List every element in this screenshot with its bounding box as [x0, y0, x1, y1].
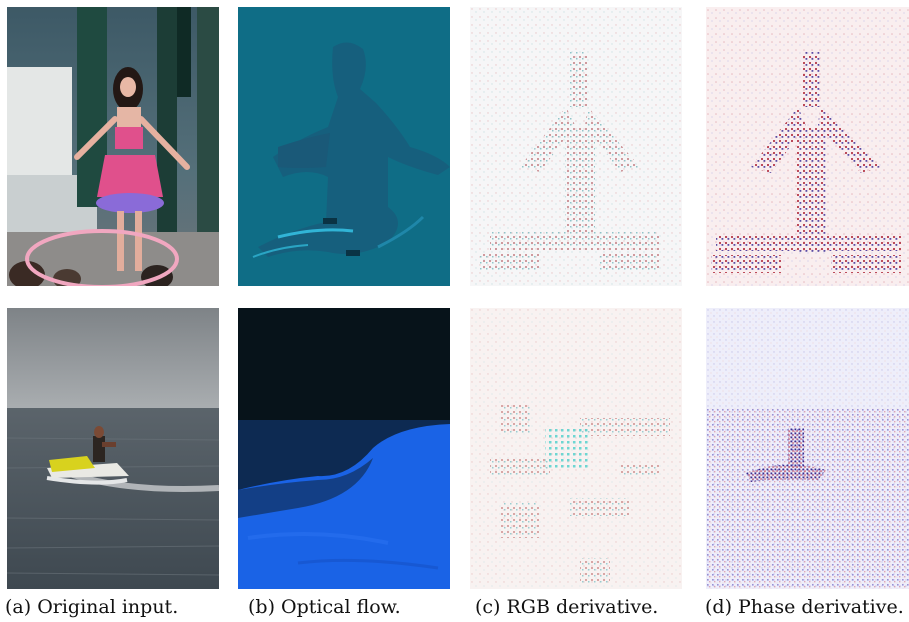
photo-hula-hoop — [7, 7, 219, 286]
optical-flow-jet-ski — [238, 308, 450, 589]
photo-jet-ski — [7, 308, 219, 589]
caption-optical-flow: (b) Optical flow. — [248, 596, 401, 618]
rgb-derivative-jet-ski — [470, 308, 682, 589]
caption-rgb-derivative: (c) RGB derivative. — [475, 596, 659, 618]
caption-phase-derivative: (d) Phase derivative. — [705, 596, 904, 618]
caption-original-input: (a) Original input. — [5, 596, 179, 618]
phase-derivative-hula-hoop — [706, 7, 909, 286]
phase-derivative-jet-ski — [706, 308, 909, 589]
optical-flow-hula-hoop — [238, 7, 450, 286]
rgb-derivative-hula-hoop — [470, 7, 682, 286]
